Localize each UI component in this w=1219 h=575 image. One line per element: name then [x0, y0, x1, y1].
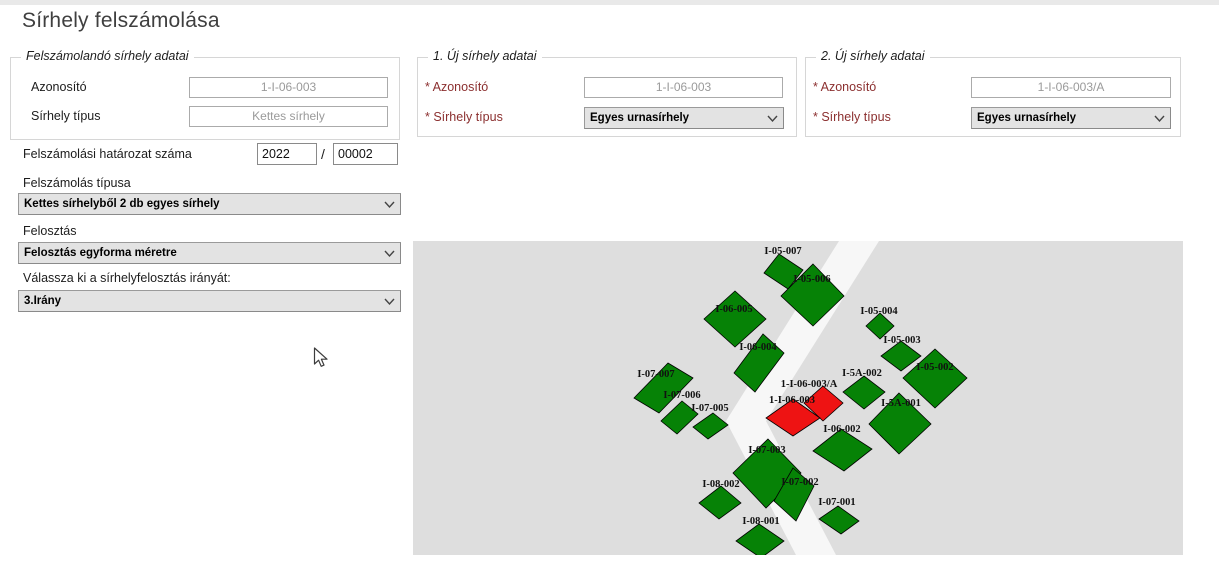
new-plot-2-id-label: * Azonosító: [813, 80, 877, 94]
division-select[interactable]: Felosztás egyforma méretre: [18, 242, 401, 264]
source-id-label: Azonosító: [31, 80, 87, 94]
new-plot-2-type-select[interactable]: Egyes urnasírhely: [971, 107, 1171, 129]
plot-I-07-006[interactable]: [660, 400, 699, 435]
new-plot-2-groupbox: 2. Új sírhely adatai * Azonosító 1-I-06-…: [805, 49, 1181, 137]
plot-I-07-002[interactable]: [773, 467, 815, 522]
source-plot-groupbox: Felszámolandó sírhely adatai Azonosító 1…: [10, 49, 400, 140]
plot-I-07-001[interactable]: [818, 505, 860, 535]
plot-I-06-005[interactable]: [703, 290, 767, 348]
direction-select[interactable]: 3.Irány: [18, 290, 401, 312]
division-value: Felosztás egyforma méretre: [24, 247, 177, 259]
page-title: Sírhely felszámolása: [22, 9, 220, 32]
plot-1-I-06-003/A[interactable]: [803, 385, 844, 422]
new-plot-1-legend: 1. Új sírhely adatai: [428, 49, 542, 63]
plot-I-5A-002[interactable]: [842, 375, 886, 410]
plot-I-07-007[interactable]: [633, 362, 694, 414]
new-plot-1-type-select[interactable]: Egyes urnasírhely: [584, 107, 784, 129]
liquidation-type-label: Felszámolás típusa: [23, 176, 131, 190]
plot-I-05-002[interactable]: [902, 348, 968, 409]
decision-year-input[interactable]: 2022: [257, 143, 317, 165]
plot-I-07-005[interactable]: [692, 412, 729, 440]
cemetery-map[interactable]: I-05-007 I-05-006 I-06-005 I-05-004 I-06-004…: [413, 241, 1183, 559]
decision-serial-input[interactable]: 00002: [333, 143, 398, 165]
new-plot-2-legend: 2. Új sírhely adatai: [816, 49, 930, 63]
plot-label-I-05-007: I-05-007: [764, 246, 801, 257]
source-plot-legend: Felszámolandó sírhely adatai: [21, 49, 194, 63]
new-plot-1-groupbox: 1. Új sírhely adatai * Azonosító 1-I-06-…: [417, 49, 797, 137]
source-type-field[interactable]: Kettes sírhely: [189, 106, 388, 127]
plot-I-06-002[interactable]: [812, 428, 873, 472]
division-label: Felosztás: [23, 224, 77, 238]
plot-label-I-07-005: I-07-005: [691, 403, 728, 414]
chevron-down-icon: [384, 201, 395, 209]
window-top-strip: [0, 0, 1219, 5]
plot-I-08-002[interactable]: [698, 485, 742, 520]
direction-value: 3.Irány: [24, 295, 62, 307]
plot-I-05-004[interactable]: [865, 312, 895, 340]
plot-I-5A-001[interactable]: [868, 392, 932, 455]
plot-I-05-006[interactable]: [780, 263, 845, 327]
source-type-label: Sírhely típus: [31, 109, 101, 123]
chevron-down-icon: [767, 115, 778, 123]
new-plot-1-id-label: * Azonosító: [425, 80, 489, 94]
new-plot-1-type-label: * Sírhely típus: [425, 110, 503, 124]
source-id-field[interactable]: 1-I-06-003: [189, 77, 388, 98]
chevron-down-icon: [1154, 115, 1165, 123]
new-plot-1-type-value: Egyes urnasírhely: [590, 112, 690, 124]
plot-I-08-001[interactable]: [735, 523, 785, 559]
direction-label: Válassza ki a sírhelyfelosztás irányát:: [23, 271, 231, 285]
decision-number-label: Felszámolási határozat száma: [23, 147, 192, 161]
plot-1-I-06-003[interactable]: [765, 398, 821, 437]
chevron-down-icon: [384, 250, 395, 258]
new-plot-2-type-value: Egyes urnasírhely: [977, 112, 1077, 124]
mouse-cursor-icon: [313, 347, 328, 367]
plot-I-07-003[interactable]: [732, 438, 802, 509]
new-plot-1-id-field[interactable]: 1-I-06-003: [584, 77, 783, 98]
plot-I-06-004[interactable]: [733, 333, 785, 393]
new-plot-2-id-field[interactable]: 1-I-06-003/A: [971, 77, 1171, 98]
plot-I-05-003[interactable]: [880, 340, 922, 372]
liquidation-type-select[interactable]: Kettes sírhelyből 2 db egyes sírhely: [18, 193, 401, 215]
chevron-down-icon: [384, 298, 395, 306]
new-plot-2-type-label: * Sírhely típus: [813, 110, 891, 124]
liquidation-type-value: Kettes sírhelyből 2 db egyes sírhely: [24, 198, 220, 210]
plot-I-05-007[interactable]: [763, 253, 804, 290]
decision-separator: /: [321, 146, 325, 162]
